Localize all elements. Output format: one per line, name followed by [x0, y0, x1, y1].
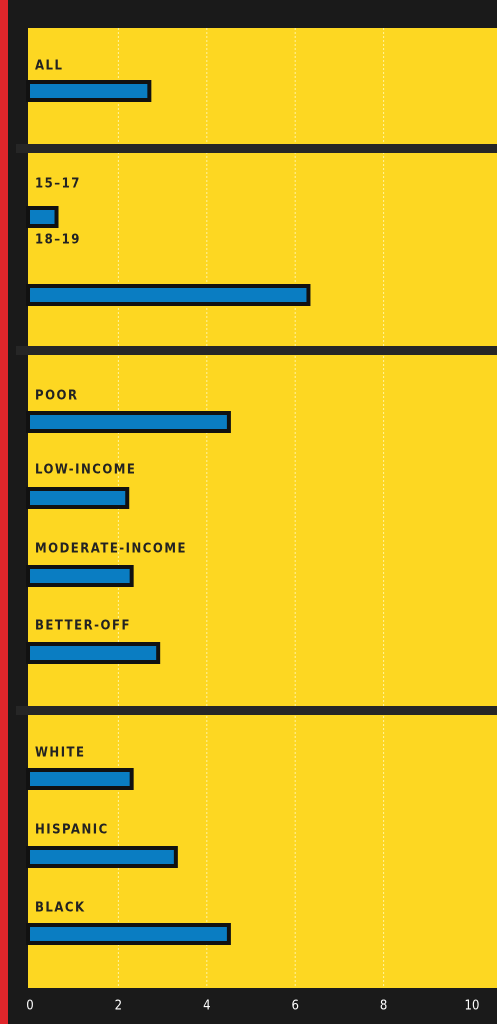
- bar: [26, 768, 134, 790]
- bar: [26, 80, 152, 102]
- bar: [26, 411, 231, 433]
- x-tick-label: 8: [380, 999, 387, 1014]
- bar: [26, 206, 59, 228]
- category-label: WHITE: [35, 746, 86, 761]
- category-label: MODERATE-INCOME: [35, 542, 187, 557]
- x-tick-label: 4: [203, 999, 210, 1014]
- bar: [26, 923, 231, 945]
- category-label: BLACK: [35, 901, 86, 916]
- category-label: HISPANIC: [35, 823, 109, 838]
- separator: [16, 346, 497, 355]
- separator: [16, 144, 497, 153]
- category-label: ALL: [35, 59, 63, 74]
- category-label: 18–19: [35, 233, 81, 248]
- category-label: BETTER-OFF: [35, 619, 131, 634]
- bar: [26, 642, 161, 664]
- x-tick-label: 6: [291, 999, 298, 1014]
- category-label: 15–17: [35, 177, 81, 192]
- red-edge: [0, 0, 8, 1024]
- bar: [26, 846, 178, 868]
- x-tick-label: 0: [26, 999, 33, 1014]
- x-tick-label: 10: [465, 999, 480, 1014]
- bar: [26, 487, 130, 509]
- category-label: POOR: [35, 389, 78, 404]
- separator: [16, 706, 497, 715]
- category-label: LOW-INCOME: [35, 463, 136, 478]
- x-tick-label: 2: [115, 999, 122, 1014]
- bar: [26, 565, 134, 587]
- bar: [26, 284, 311, 306]
